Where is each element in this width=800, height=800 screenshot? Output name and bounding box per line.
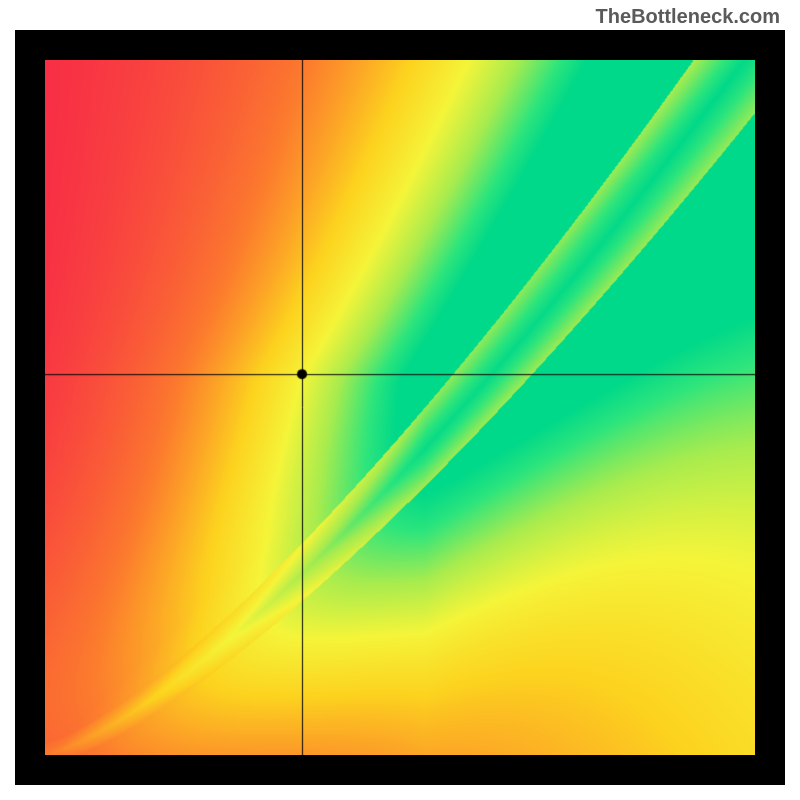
crosshair-overlay: [45, 60, 755, 755]
watermark-text: TheBottleneck.com: [596, 6, 780, 29]
